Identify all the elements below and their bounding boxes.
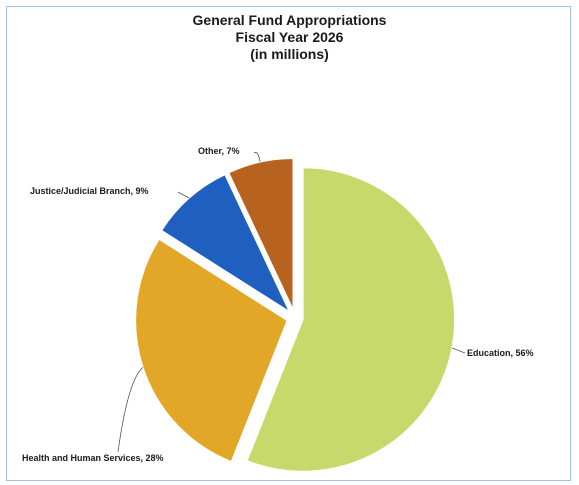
leader-lines bbox=[117, 152, 466, 453]
leader-line-health-and-human-services bbox=[117, 367, 144, 453]
slice-label-health-and-human-services: Health and Human Services, 28% bbox=[22, 453, 164, 463]
slice-label-education: Education, 56% bbox=[467, 348, 534, 358]
leader-line-other bbox=[253, 152, 261, 162]
chart-title-line-2: Fiscal Year 2026 bbox=[235, 29, 344, 45]
leader-line-justice-judicial-branch bbox=[177, 191, 190, 199]
slice-label-other: Other, 7% bbox=[198, 146, 240, 156]
chart-title-line-3: (in millions) bbox=[250, 46, 329, 62]
pie-slice-justice-judicial-branch bbox=[160, 173, 292, 315]
pie-slice-health-and-human-services bbox=[134, 237, 289, 463]
chart-title-line-1: General Fund Appropriations bbox=[192, 12, 387, 28]
slice-label-justice-judicial-branch: Justice/Judicial Branch, 9% bbox=[30, 186, 149, 196]
pie-slice-other bbox=[227, 157, 295, 311]
leader-line-education bbox=[452, 347, 466, 354]
pie-slice-education bbox=[245, 166, 456, 473]
chart-title: General Fund Appropriations Fiscal Year … bbox=[0, 12, 579, 63]
slice-labels: Education, 56% Health and Human Services,… bbox=[22, 146, 534, 463]
pie-slices bbox=[134, 157, 456, 473]
